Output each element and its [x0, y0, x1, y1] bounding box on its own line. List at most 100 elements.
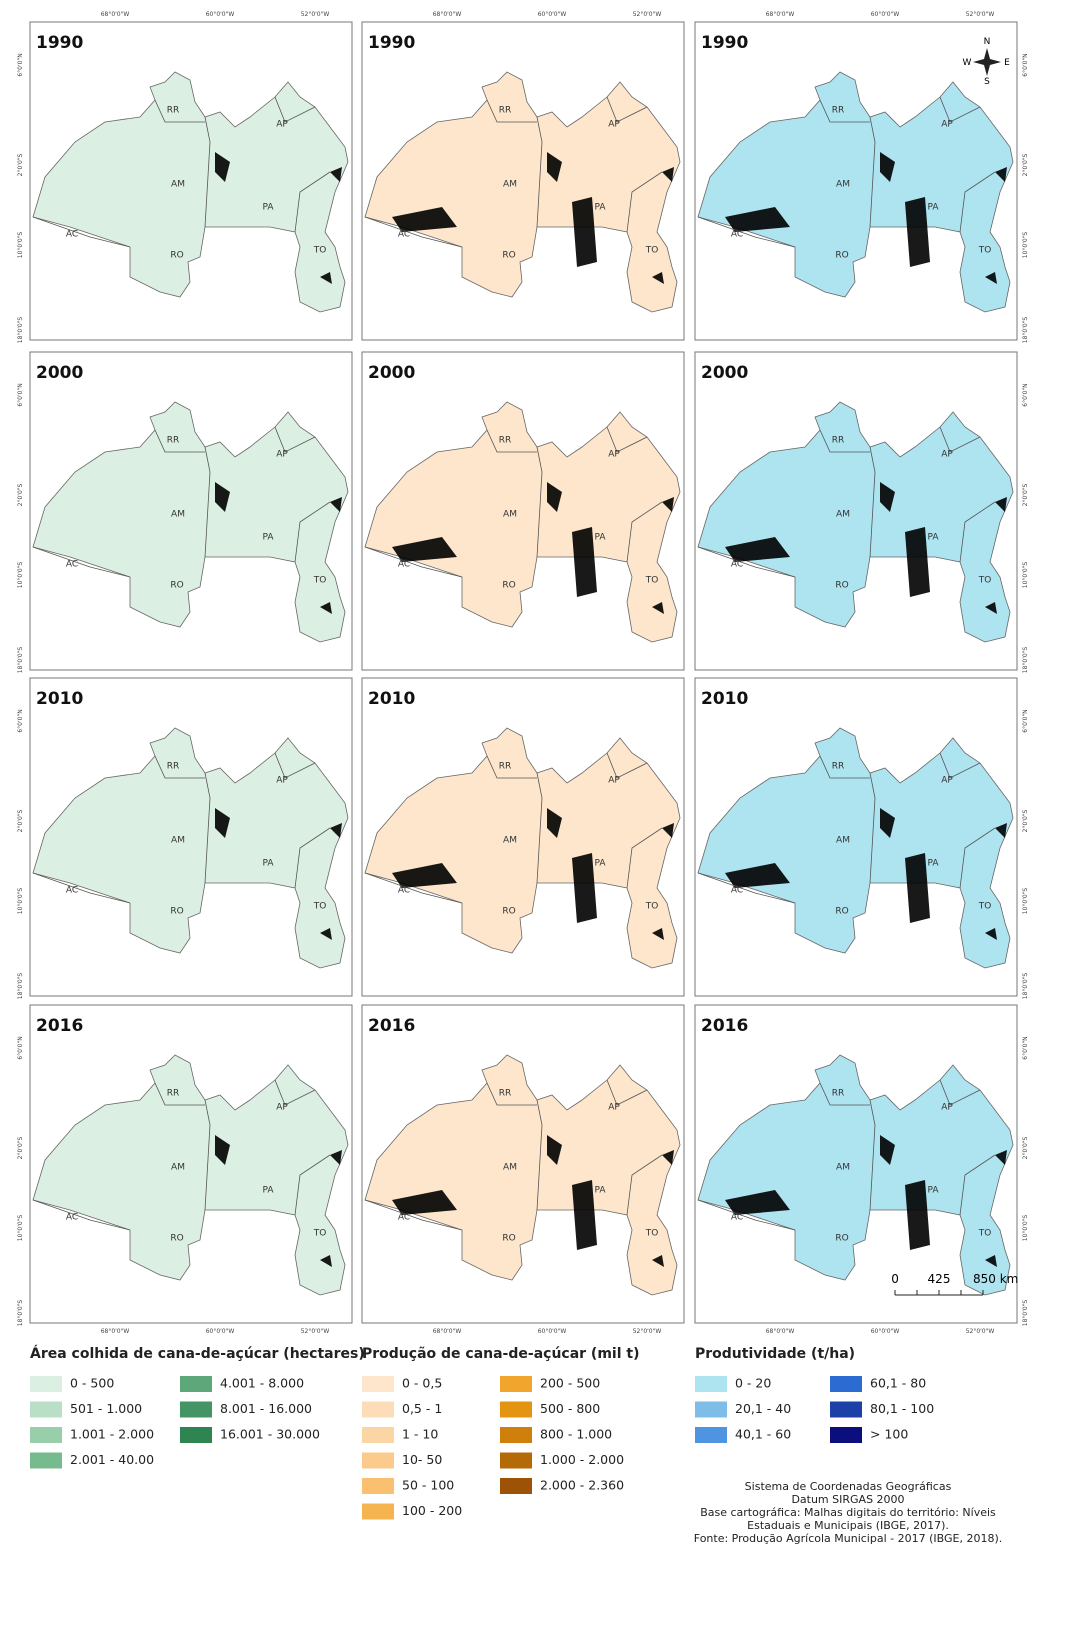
region-shape: [33, 1055, 348, 1295]
latitude-label: 18°0'0"S: [17, 973, 24, 1000]
state-label: AC: [66, 560, 78, 570]
state-label: AP: [941, 1103, 953, 1113]
state-label: TO: [645, 576, 659, 586]
figure: 1990RRAPAMPAACROTO68°0'0"W60°0'0"W52°0'0…: [0, 0, 1085, 1652]
state-label: PA: [262, 1186, 274, 1196]
state-label: PA: [927, 859, 939, 869]
state-label: AM: [503, 836, 517, 846]
map-panel: 2010RRAPAMPAACROTO6°0'0"N2°0'0"S10°0'0"S…: [695, 678, 1029, 999]
credit-line: Estaduais e Municipais (IBGE, 2017).: [747, 1519, 949, 1532]
legend-label: 1.001 - 2.000: [70, 1427, 154, 1442]
state-label: TO: [978, 576, 992, 586]
state-label: AC: [398, 230, 410, 240]
latitude-label: 6°0'0"N: [17, 709, 24, 732]
panel-year: 1990: [368, 33, 415, 53]
map-panel: 2016RRAPAMPAACROTO68°0'0"W60°0'0"W52°0'0…: [695, 1005, 1029, 1335]
panel-year: 2016: [36, 1016, 83, 1036]
latitude-label: 2°0'0"S: [17, 1136, 24, 1159]
credit-line: Base cartográfica: Malhas digitais do te…: [700, 1506, 996, 1519]
scale-label: 850 km: [973, 1272, 1018, 1286]
state-label: AP: [608, 450, 620, 460]
panel-year: 1990: [36, 33, 83, 53]
state-label: RO: [835, 251, 848, 261]
legend-swatch: [180, 1427, 212, 1443]
state-label: RO: [170, 581, 183, 591]
legend-swatch: [830, 1376, 862, 1392]
latitude-label: 10°0'0"S: [17, 888, 24, 915]
latitude-label: 6°0'0"N: [17, 383, 24, 406]
state-label: TO: [645, 902, 659, 912]
legend-swatch: [362, 1478, 394, 1494]
legend-label: 800 - 1.000: [540, 1427, 612, 1442]
map-panel: 2000RRAPAMPAACROTO: [362, 352, 684, 670]
region-shape: [33, 402, 348, 642]
panel-year: 2010: [36, 689, 83, 709]
legend-label: 200 - 500: [540, 1376, 600, 1391]
state-label: AP: [608, 120, 620, 130]
state-label: AC: [731, 1213, 743, 1223]
state-label: AC: [731, 230, 743, 240]
region-shape: [698, 402, 1013, 642]
longitude-label: 60°0'0"W: [538, 1328, 567, 1335]
panel-year: 2016: [368, 1016, 415, 1036]
compass-letter: S: [984, 77, 990, 87]
state-label: TO: [978, 1229, 992, 1239]
legend-swatch: [362, 1427, 394, 1443]
latitude-label: 2°0'0"S: [17, 153, 24, 176]
state-label: AM: [836, 1163, 850, 1173]
legend-swatch: [180, 1376, 212, 1392]
legend-swatch: [830, 1427, 862, 1443]
page: Cana-de-açúcar - Região Norte {"rows":["…: [0, 0, 1085, 1652]
latitude-label: 2°0'0"S: [1022, 1136, 1029, 1159]
legend-label: 0,5 - 1: [402, 1401, 442, 1416]
latitude-label: 6°0'0"N: [1022, 383, 1029, 406]
legend-label: 50 - 100: [402, 1478, 454, 1493]
legend-label: 0 - 0,5: [402, 1376, 442, 1391]
legend-swatch: [500, 1376, 532, 1392]
region-shape: [33, 72, 348, 312]
state-label: AM: [171, 510, 185, 520]
state-label: RR: [499, 436, 512, 446]
latitude-label: 10°0'0"S: [17, 1215, 24, 1242]
state-label: RR: [499, 106, 512, 116]
legend-label: 1 - 10: [402, 1427, 438, 1442]
state-label: PA: [262, 203, 274, 213]
latitude-label: 2°0'0"S: [17, 809, 24, 832]
legend-label: 2.000 - 2.360: [540, 1478, 624, 1493]
state-label: AM: [503, 1163, 517, 1173]
legend-label: 2.001 - 40.00: [70, 1452, 154, 1467]
legend-label: 0 - 20: [735, 1376, 771, 1391]
map-panel: 1990RRAPAMPAACROTO68°0'0"W60°0'0"W52°0'0…: [362, 11, 684, 340]
longitude-label: 52°0'0"W: [966, 1328, 995, 1335]
state-label: PA: [594, 1186, 606, 1196]
legend-title: Área colhida de cana-de-açúcar (hectares…: [30, 1345, 365, 1362]
state-label: AM: [836, 836, 850, 846]
state-label: PA: [594, 203, 606, 213]
legend-swatch: [362, 1504, 394, 1520]
latitude-label: 18°0'0"S: [1022, 317, 1029, 344]
state-label: AC: [398, 560, 410, 570]
latitude-label: 2°0'0"S: [1022, 153, 1029, 176]
state-label: PA: [927, 533, 939, 543]
state-label: AC: [398, 1213, 410, 1223]
region-shape: [698, 1055, 1013, 1295]
legend-label: 60,1 - 80: [870, 1376, 926, 1391]
legend-label: > 100: [870, 1427, 908, 1442]
latitude-label: 2°0'0"S: [17, 483, 24, 506]
state-label: TO: [313, 1229, 327, 1239]
legend-label: 80,1 - 100: [870, 1401, 934, 1416]
state-label: TO: [978, 246, 992, 256]
state-label: AC: [66, 230, 78, 240]
legend-title: Produção de cana-de-açúcar (mil t): [362, 1346, 639, 1362]
state-label: AP: [276, 450, 288, 460]
state-label: AP: [608, 776, 620, 786]
legend-label: 40,1 - 60: [735, 1427, 791, 1442]
panel-year: 2000: [368, 363, 415, 383]
state-label: RO: [835, 907, 848, 917]
latitude-label: 18°0'0"S: [17, 647, 24, 674]
region-shape: [33, 728, 348, 968]
